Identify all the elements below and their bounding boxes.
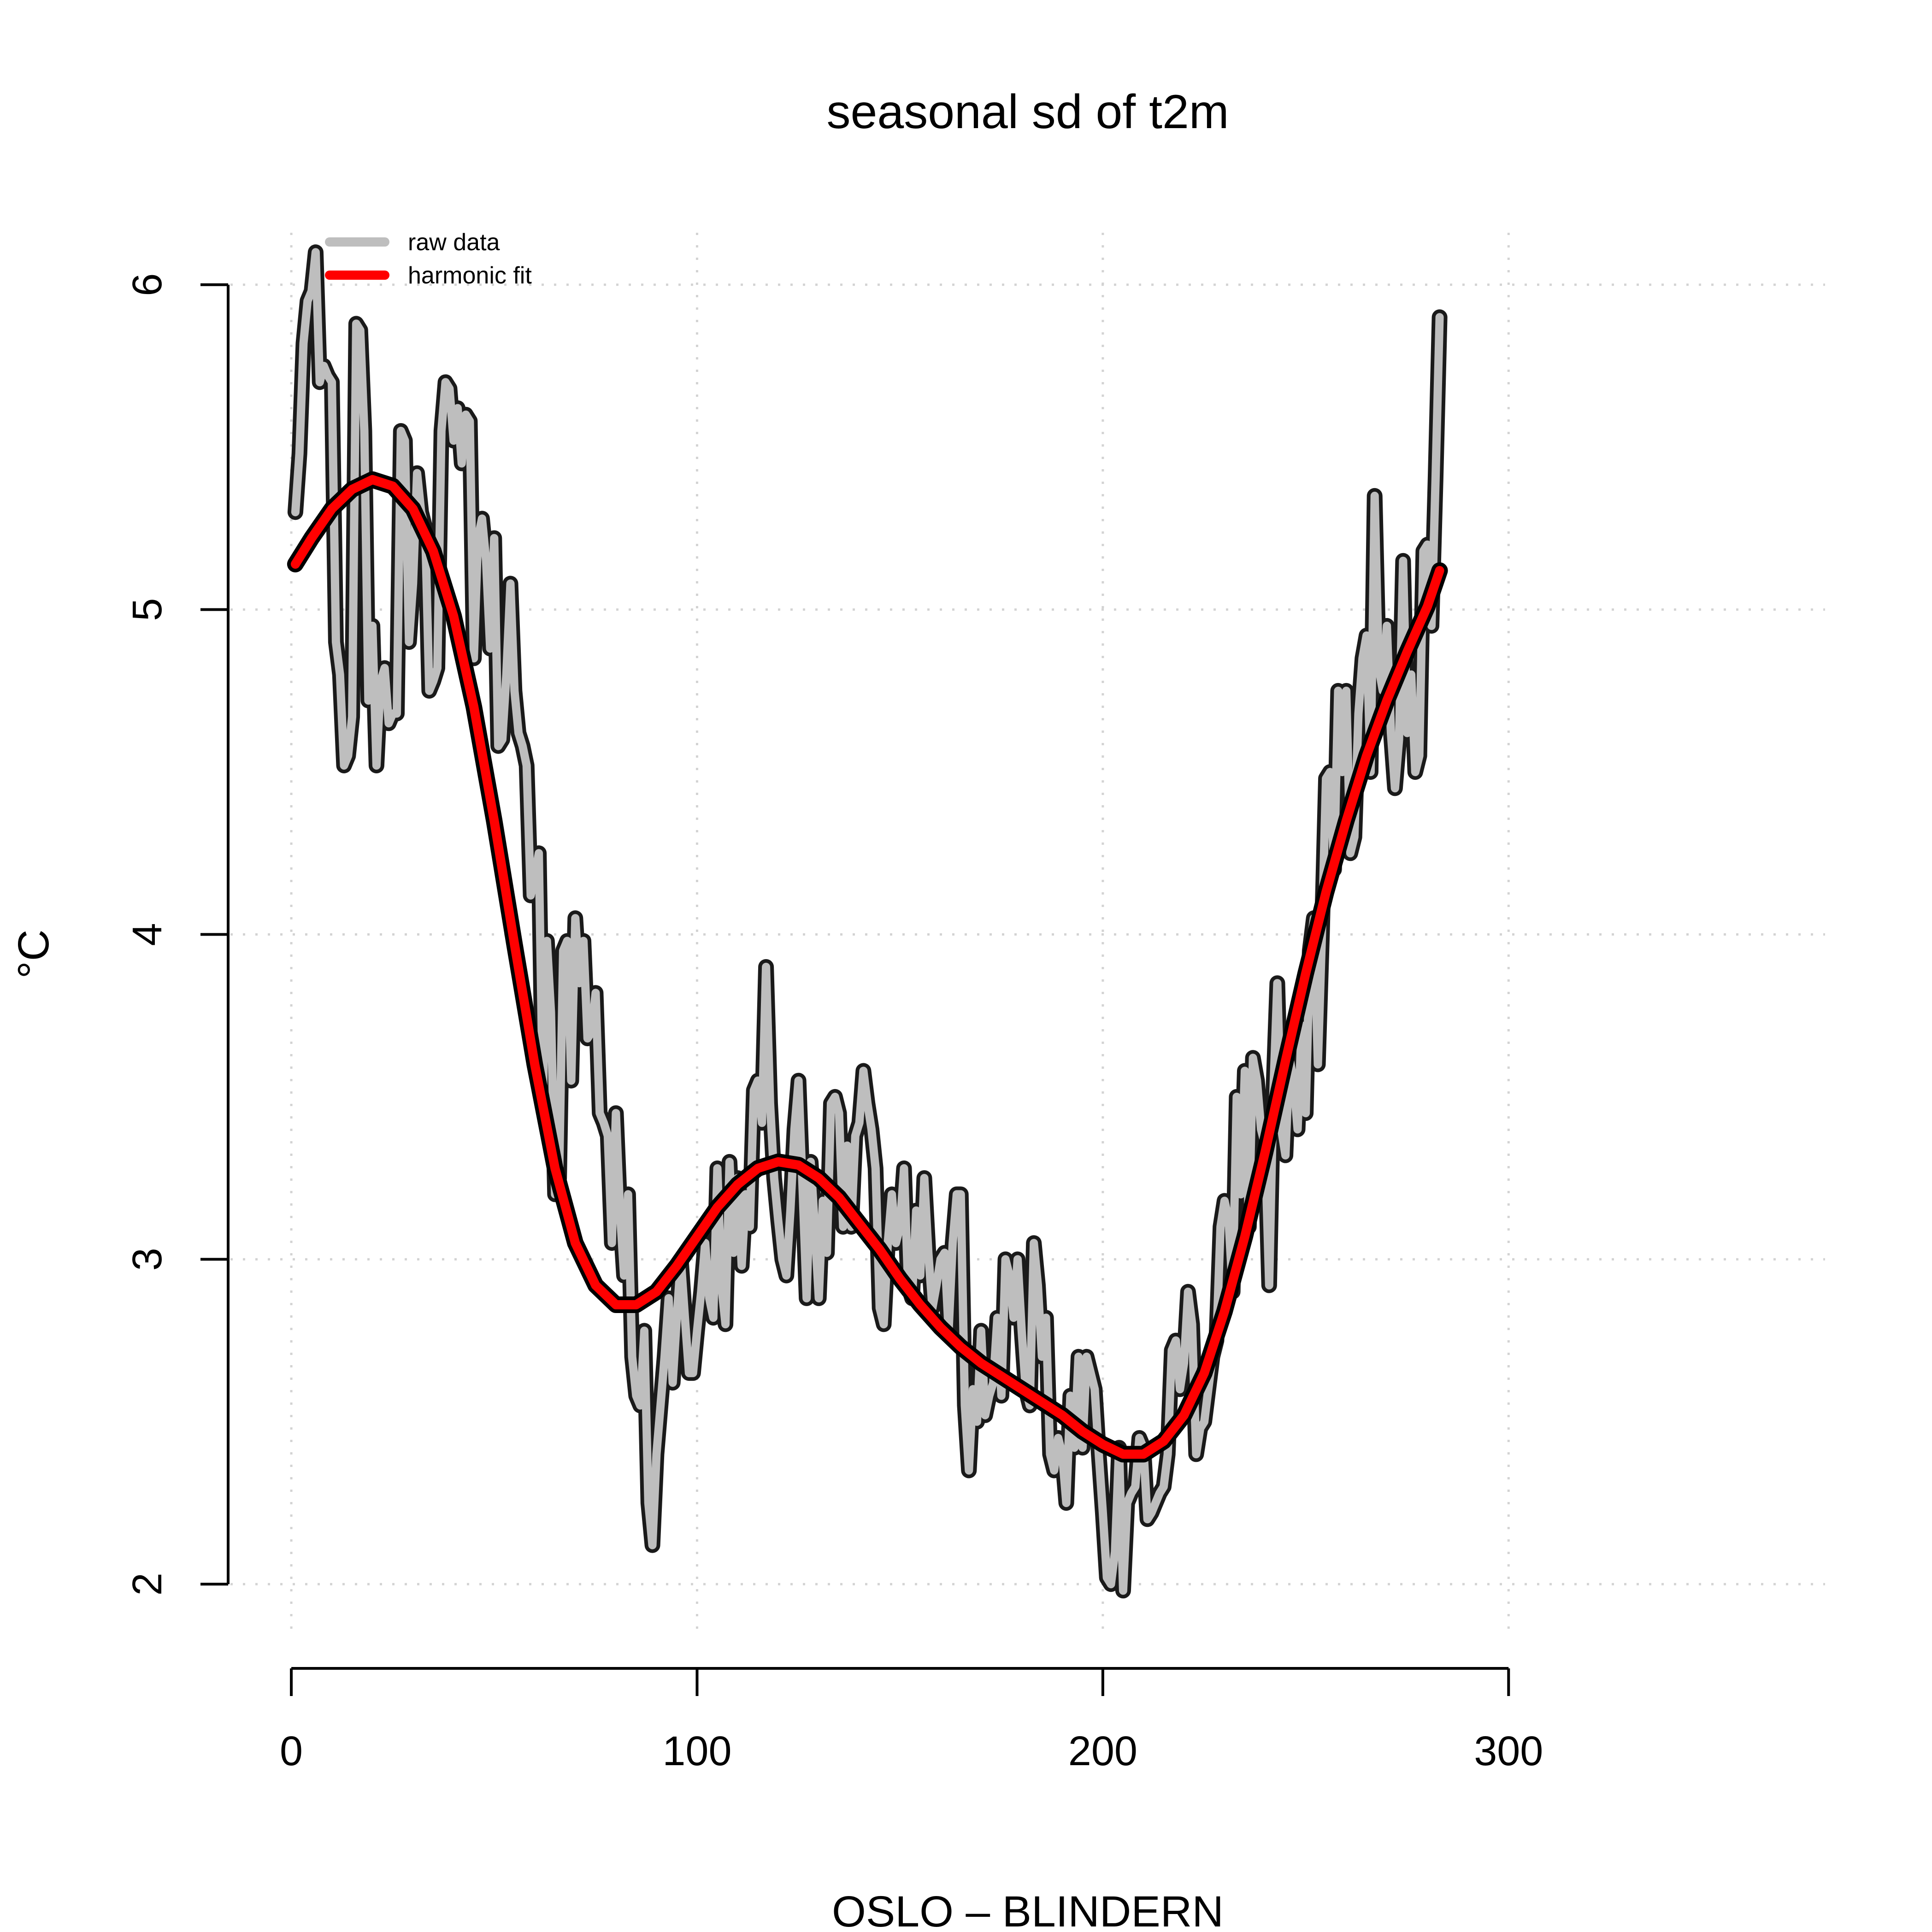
y-tick-label: 2: [124, 1573, 171, 1596]
y-tick-label: 3: [124, 1248, 171, 1271]
y-tick-label: 4: [124, 923, 171, 946]
x-tick-label: 300: [1474, 1728, 1543, 1774]
chart-title: seasonal sd of t2m: [827, 85, 1229, 139]
legend: raw data harmonic fit: [325, 229, 532, 289]
legend-label-harmonic-fit: harmonic fit: [408, 262, 532, 289]
x-tick-label: 0: [280, 1728, 303, 1774]
x-tick-label: 100: [662, 1728, 731, 1774]
x-tick-label: 200: [1068, 1728, 1137, 1774]
axes: 2 3 4 5 6 0 100 200 300: [124, 273, 1543, 1774]
y-axis-label: °C: [9, 930, 58, 979]
x-axis-label: OSLO – BLINDERN: [832, 1887, 1224, 1932]
data-series: [287, 244, 1448, 1599]
y-tick-label: 6: [124, 273, 171, 296]
y-tick-label: 5: [124, 598, 171, 621]
series-line-raw-data: [291, 248, 1444, 1595]
legend-label-raw-data: raw data: [408, 229, 500, 256]
series-line-harmonic-fit: [290, 475, 1444, 1459]
